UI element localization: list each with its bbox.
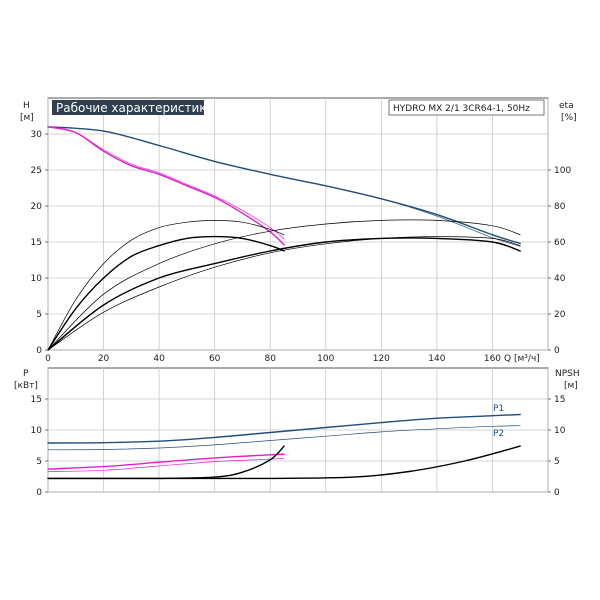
- y-tick-label-right: 0: [554, 488, 560, 498]
- bottom-right-axis-unit: [м]: [564, 381, 578, 391]
- legend-p1: P1: [493, 404, 504, 414]
- series-line-0-3: [47, 126, 285, 240]
- y-tick-label-right: 10: [554, 426, 566, 436]
- legend-p2: P2: [493, 429, 504, 439]
- x-tick-label: 120: [373, 354, 390, 364]
- y-tick-label-left: 10: [31, 274, 43, 284]
- x-axis-label: Q: [504, 354, 511, 364]
- y-tick-label-right: 0: [554, 346, 560, 356]
- y-tick-label-left: 15: [31, 238, 42, 248]
- model-box: [388, 99, 545, 116]
- y-tick-label-right: 80: [554, 202, 566, 212]
- series-line-1-3: [47, 458, 285, 472]
- chart-title: Рабочие характеристики: [56, 101, 214, 115]
- bottom-series-group: [47, 413, 521, 480]
- y-tick-label-left: 0: [36, 488, 42, 498]
- top-right-axis-label: eta: [559, 101, 574, 111]
- x-tick-label: 100: [317, 354, 334, 364]
- y-tick-label-left: 10: [31, 426, 43, 436]
- top-series-group: [47, 126, 521, 351]
- top-grid: [47, 98, 549, 351]
- x-tick-label: 140: [428, 354, 445, 364]
- series-line-0-7: [47, 219, 521, 351]
- model-label: HYDRO MX 2/1 3CR64-1, 50Hz: [393, 104, 530, 114]
- bottom-tick-labels: 0 5 10 15 0 5 10 15: [31, 395, 566, 498]
- y-tick-label-right: 15: [554, 395, 565, 405]
- x-tick-label: 40: [153, 354, 165, 364]
- bottom-right-axis-label: NPSH: [555, 369, 580, 379]
- bottom-left-axis-label: P: [23, 369, 29, 379]
- y-tick-label-right: 60: [554, 238, 566, 248]
- y-tick-label-left: 0: [36, 346, 42, 356]
- top-left-axis-label: H: [23, 101, 30, 111]
- y-tick-label-left: 30: [31, 130, 43, 140]
- y-tick-label-left: 5: [36, 310, 42, 320]
- y-tick-label-right: 20: [554, 310, 566, 320]
- title-box: [52, 100, 204, 115]
- top-left-axis-unit: [м]: [20, 113, 34, 123]
- bottom-left-axis-unit: [кВт]: [14, 381, 38, 391]
- series-line-0-8: [47, 236, 521, 351]
- series-line-0-5: [47, 220, 285, 351]
- x-tick-label: 60: [209, 354, 221, 364]
- series-line-0-0: [47, 126, 521, 245]
- series-line-0-2: [47, 126, 285, 246]
- top-right-axis-unit: [%]: [561, 113, 577, 123]
- series-line-1-2: [47, 453, 285, 470]
- y-tick-label-right: 100: [554, 166, 571, 176]
- y-tick-label-right: 5: [554, 457, 560, 467]
- top-tick-labels: 0 5 10 15 20 25 30 0 20 40 60 80 100 0 20 40 60 80 100 120 1…: [31, 130, 572, 364]
- series-line-0-4: [47, 235, 285, 351]
- x-tick-label: 160: [484, 354, 501, 364]
- x-tick-label: 0: [45, 354, 51, 364]
- x-tick-label: 80: [264, 354, 276, 364]
- y-tick-label-left: 5: [36, 457, 42, 467]
- x-axis-unit: [м³/ч]: [514, 354, 540, 364]
- series-line-1-5: [47, 445, 521, 480]
- series-line-0-1: [47, 126, 521, 247]
- y-tick-label-left: 25: [31, 166, 42, 176]
- series-line-p2: [47, 425, 521, 451]
- y-tick-label-left: 20: [31, 202, 43, 212]
- y-tick-label-right: 40: [554, 274, 566, 284]
- y-tick-label-left: 15: [31, 395, 42, 405]
- x-tick-label: 20: [98, 354, 110, 364]
- series-line-0-6: [47, 237, 521, 351]
- series-line-p1: [47, 413, 521, 444]
